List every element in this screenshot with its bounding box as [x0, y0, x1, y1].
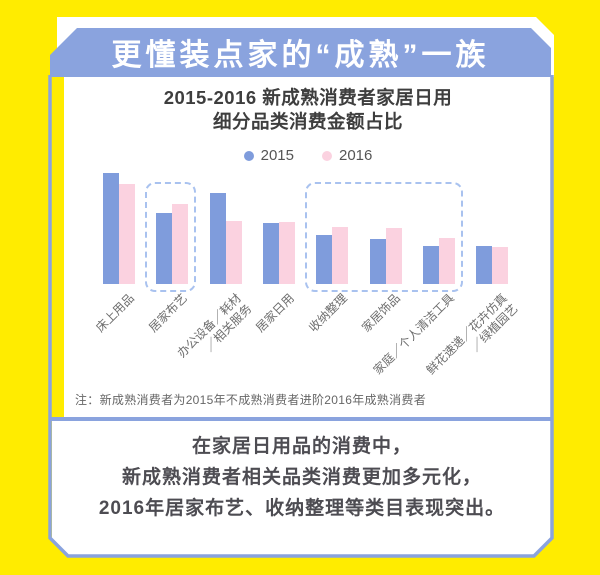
legend-dot-2015-icon: [243, 150, 254, 161]
bar-2015: [209, 193, 226, 284]
legend-label-2015: 2015: [260, 147, 294, 164]
footer-text: 在家居日用品的消费中， 新成熟消费者相关品类消费更加多元化， 2016年居家布艺…: [52, 431, 552, 524]
bar-2016: [172, 204, 189, 284]
bar-2015: [422, 246, 439, 284]
chart-title: 2015-2016 新成熟消费者家居日用 细分品类消费金额占比: [64, 86, 552, 134]
legend-item-2016: 2016: [322, 147, 372, 164]
highlight-box: [145, 182, 197, 292]
bar-2015: [316, 235, 333, 284]
bar-2015: [262, 223, 279, 284]
bar-2015: [103, 173, 119, 284]
chart-legend: 2015 2016: [64, 147, 552, 164]
chart-card: 2015-2016 新成熟消费者家居日用 细分品类消费金额占比 2015 201…: [64, 77, 552, 420]
bar-2015: [369, 239, 386, 284]
legend-dot-2016-icon: [322, 150, 332, 161]
bar-2016: [492, 247, 509, 284]
category-label: 居家布艺: [146, 291, 191, 335]
bar-2016: [332, 227, 349, 284]
bar-2016: [385, 228, 402, 284]
category-label: 床上用品: [93, 291, 137, 335]
chart-title-line1: 2015-2016 新成熟消费者家居日用: [163, 87, 453, 108]
bar-2015: [156, 213, 173, 284]
banner-shape: [50, 28, 551, 77]
chart-note: 注：新成熟消费者为2015年不成熟消费者进阶2016年成熟消费者: [75, 393, 426, 407]
chart-title-line2: 细分品类消费金额占比: [212, 111, 403, 132]
banner-title: 更懂装点家的“成熟”一族: [111, 39, 490, 72]
category-label: 家居饰品: [359, 291, 404, 335]
footer-line1: 在家居日用品的消费中，: [191, 436, 412, 457]
bar-2016: [278, 222, 295, 284]
legend-item-2015: 2015: [243, 147, 294, 164]
bar-plot: 床上用品 居家布艺 办公设备／耗材 ／相关服务 居家日用 收纳整理 家居饰品 家庭／个人清洁…: [64, 77, 552, 420]
blue-frame-outline: [48, 75, 554, 558]
bar-2016: [119, 184, 135, 284]
bar-2016: [438, 238, 455, 284]
category-label: 居家日用: [252, 291, 297, 335]
bar-2016: [225, 221, 242, 284]
footer-panel: [52, 419, 552, 556]
highlight-box: [305, 182, 463, 292]
bar-2015: [476, 246, 493, 284]
footer-line2: 新成熟消费者相关品类消费更加多元化，: [121, 467, 482, 488]
legend-label-2016: 2016: [339, 147, 373, 164]
category-label: 收纳整理: [306, 291, 351, 335]
footer-line3: 2016年居家布艺、收纳整理等类目表现突出。: [98, 498, 506, 519]
